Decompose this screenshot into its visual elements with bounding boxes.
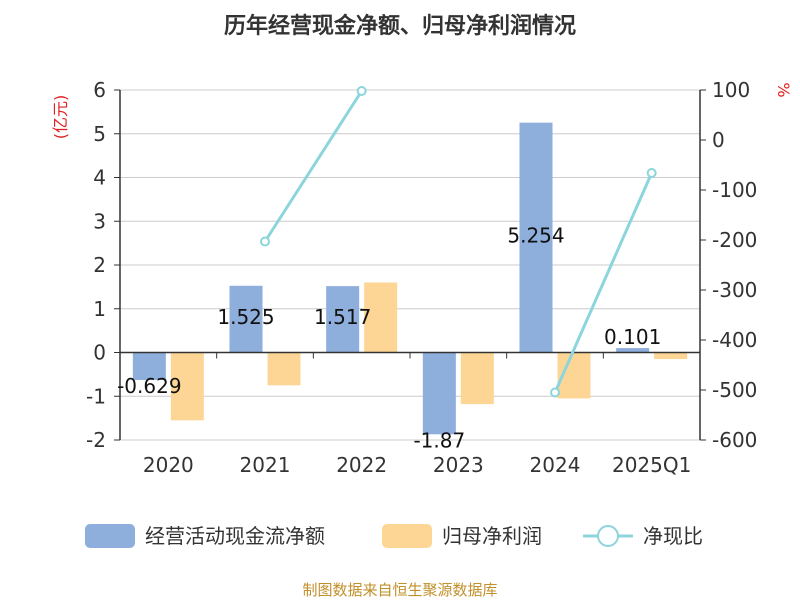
right-tick-label: 100 [712,78,750,102]
right-axis-ticks: 100 0 -100 -200 -300 -400 -500 -600 [700,78,757,452]
chart-title: 历年经营现金净额、归母净利润情况 [224,13,576,39]
category-label: 2022 [336,453,387,477]
ratio-line-segment [553,172,654,394]
net-profit-bar [460,352,494,405]
left-tick-label: -2 [86,428,106,452]
legend-label-ratio: 净现比 [643,524,703,548]
category-label: 2023 [433,453,484,477]
legend-swatch-ratio-marker [597,525,619,547]
left-tick-label: 5 [93,122,106,146]
category-labels: 2020 2021 2022 2023 2024 2025Q1 [143,453,691,477]
cashflow-value-label: 5.254 [507,224,564,248]
legend-label-cashflow: 经营活动现金流净额 [145,524,325,548]
cashflow-value-label: -1.87 [413,428,465,452]
left-tick-label: 2 [93,253,106,277]
right-tick-label: -100 [712,178,757,202]
legend-label-net-profit: 归母净利润 [442,524,542,548]
net-profit-bar [654,352,688,360]
category-label: 2021 [240,453,291,477]
right-axis-unit: % [774,82,793,97]
category-label: 2020 [143,453,194,477]
axes [119,90,701,440]
ratio-point [550,387,560,398]
cashflow-bar [519,122,553,353]
ratio-point [260,236,270,247]
category-label: 2024 [530,453,581,477]
ratio-point [646,168,657,178]
cashflow-bar [326,286,360,353]
right-tick-label: -600 [712,428,757,452]
cashflow-value-label: 1.525 [217,305,274,329]
left-tick-label: 4 [93,166,106,190]
legend: 经营活动现金流净额 归母净利润 净现比 [85,524,703,548]
left-tick-label: -1 [86,384,106,408]
category-label: 2025Q1 [612,453,691,477]
legend-swatch-cashflow [85,524,135,548]
cashflow-value-label: 1.517 [314,305,371,329]
data-labels: -0.629 1.525 1.517 -1.87 5.254 0.101 [117,224,661,453]
right-tick-label: -300 [712,278,757,302]
right-tick-label: -400 [712,328,757,352]
right-tick-label: 0 [712,128,725,152]
cashflow-bar [229,285,263,353]
ratio-line-segment [263,90,363,243]
source-note: 制图数据来自恒生聚源数据库 [302,581,497,599]
left-axis-ticks: 6 5 4 3 2 1 0 -1 -2 [86,78,120,452]
ratio-line [260,86,657,398]
cashflow-value-label: -0.629 [117,374,181,398]
bars [132,122,688,435]
left-tick-label: 3 [93,209,106,233]
left-tick-label: 0 [93,341,106,365]
left-tick-label: 6 [93,78,106,102]
net-profit-bar [170,352,204,421]
net-profit-bar [267,352,301,386]
legend-swatch-net-profit [382,524,432,548]
cashflow-bar [616,348,650,353]
cashflow-bar [132,352,166,381]
left-tick-label: 1 [93,297,106,321]
ratio-point [356,86,367,96]
left-axis-unit: (亿元) [51,95,70,140]
cashflow-value-label: 0.101 [604,325,661,349]
cashflow-bar [422,352,456,435]
net-profit-bar [364,282,398,353]
grid-lines [120,89,700,441]
right-tick-label: -500 [712,378,757,402]
right-tick-label: -200 [712,228,757,252]
